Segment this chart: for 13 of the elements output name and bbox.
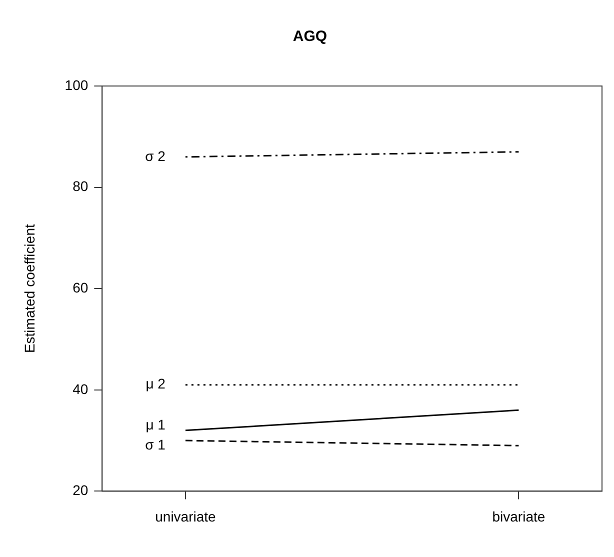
y-axis-title: Estimated coefficient bbox=[21, 224, 38, 354]
series-label: σ 2 bbox=[145, 148, 166, 164]
series-label: μ 2 bbox=[146, 376, 166, 392]
series-label: μ 1 bbox=[146, 416, 166, 432]
y-tick-label: 100 bbox=[64, 76, 88, 93]
y-tick-label: 60 bbox=[72, 279, 88, 296]
y-tick-label: 80 bbox=[72, 178, 88, 194]
series-label: σ 1 bbox=[145, 436, 166, 452]
chart-title: AGQ bbox=[292, 28, 328, 46]
x-tick-label: univariate bbox=[155, 508, 216, 524]
y-tick-label: 20 bbox=[72, 482, 88, 498]
y-tick-label: 40 bbox=[72, 380, 88, 397]
x-tick-label: bivariate bbox=[492, 508, 546, 524]
